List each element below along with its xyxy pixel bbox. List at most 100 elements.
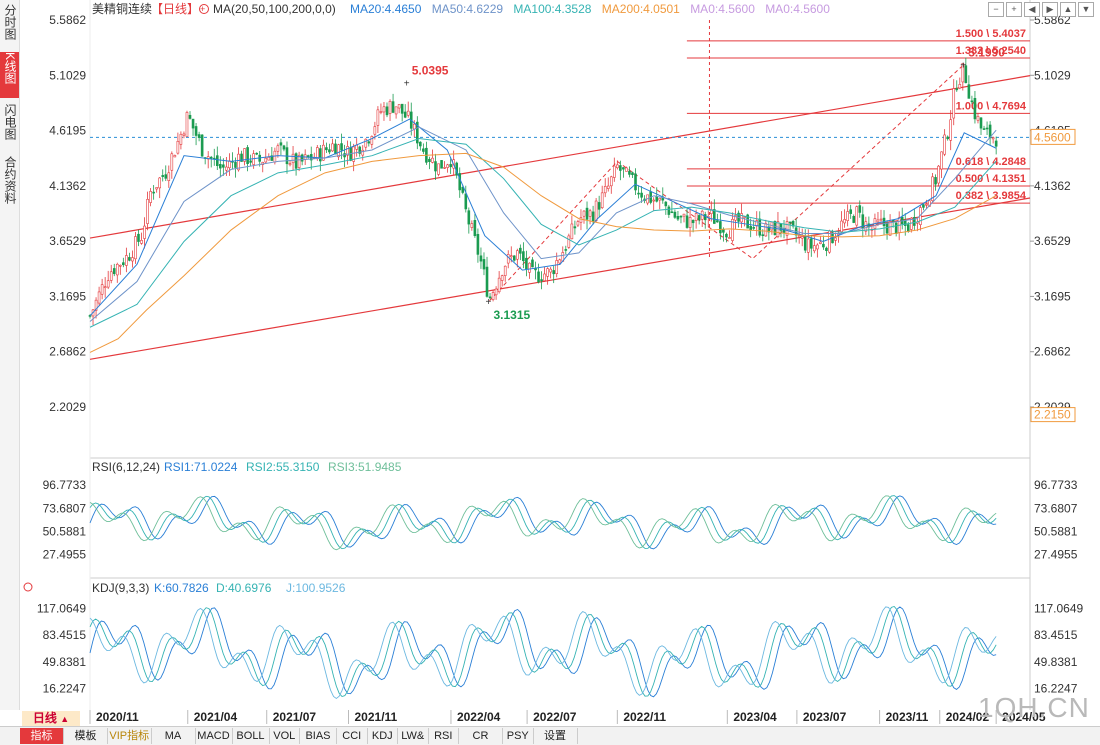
period-selector[interactable]: 日线 ▲ <box>22 711 80 726</box>
indicator-tab-2[interactable]: VIP指标 <box>108 728 152 744</box>
candle-body <box>622 167 625 170</box>
kdj-j-value: J:100.9526 <box>286 581 346 595</box>
indicator-tab-12[interactable]: CR <box>459 728 503 744</box>
candle-body <box>928 200 931 207</box>
extreme-label: 5.1990 <box>968 45 1005 59</box>
candle-body <box>846 211 849 221</box>
candle-body <box>576 221 580 226</box>
candle-body <box>764 223 768 237</box>
candle-body <box>970 100 974 103</box>
x-axis-label: 2021/07 <box>273 710 317 724</box>
candle-body <box>185 112 189 137</box>
left-tab-bar: 分时图 K线图 闪电图 合约资料 <box>0 0 20 710</box>
candle-body <box>328 149 331 153</box>
candle-body <box>240 153 243 162</box>
indicator-tab-13[interactable]: PSY <box>503 728 534 744</box>
kdj-tick-left: 83.4515 <box>43 628 87 642</box>
candle-body <box>964 65 968 84</box>
tab-flash-chart[interactable]: 闪电图 <box>3 104 17 140</box>
candle-body <box>809 238 813 249</box>
indicator-tab-14[interactable]: 设置 <box>534 728 578 744</box>
candle-body <box>858 205 862 213</box>
candle-body <box>470 223 474 228</box>
candle-body <box>112 268 116 275</box>
candle-body <box>767 226 771 233</box>
kdj-label: KDJ(9,3,3) <box>92 581 149 595</box>
indicator-tab-9[interactable]: KDJ <box>368 728 398 744</box>
channel-lower-line <box>89 197 1031 360</box>
candle-body <box>519 247 522 254</box>
kline-chart[interactable]: 美精铜连续【日线】 + MA(20,50,100,200,0,0) MA20:4.46… <box>0 0 1100 726</box>
candle-body <box>609 176 613 187</box>
tab-timeshare[interactable]: 分时图 <box>3 4 17 40</box>
indicator-tab-0[interactable]: 指标 <box>20 728 64 744</box>
candle-body <box>467 210 471 225</box>
candle-body <box>746 214 749 229</box>
indicator-tab-8[interactable]: CCI <box>337 728 368 744</box>
kdj-line-0 <box>89 606 997 698</box>
x-axis-label: 2024/05 <box>1002 710 1046 724</box>
scroll-down-button[interactable]: ▼ <box>1078 2 1094 17</box>
tab-contract-info[interactable]: 合约资料 <box>3 156 17 204</box>
candle-body <box>600 192 604 209</box>
indicator-tab-10[interactable]: LW& <box>398 728 429 744</box>
price-tick-left: 3.1695 <box>49 289 86 303</box>
price-tick-right: 3.1695 <box>1034 289 1071 303</box>
indicator-tab-7[interactable]: BIAS <box>300 728 337 744</box>
candle-body <box>155 187 158 190</box>
candle-body <box>913 217 916 226</box>
header-ma-value: MA200:4.0501 <box>602 2 680 16</box>
rsi-tick-left: 50.5881 <box>43 524 87 538</box>
candle-body <box>246 147 249 164</box>
zoom-in-button[interactable]: + <box>1006 2 1022 17</box>
candle-body <box>973 97 977 120</box>
candle-body <box>394 106 398 115</box>
candle-body <box>94 299 98 311</box>
zoom-out-button[interactable]: − <box>988 2 1004 17</box>
candle-body <box>731 218 734 241</box>
indicator-tab-6[interactable]: VOL <box>270 728 300 744</box>
price-tick-left: 3.6529 <box>49 234 86 248</box>
candle-body <box>249 160 252 163</box>
candle-body <box>500 275 504 281</box>
tab-kline[interactable]: K线图 <box>0 52 19 98</box>
candle-body <box>910 217 913 230</box>
candle-body <box>325 147 328 151</box>
candle-body <box>125 255 128 266</box>
candle-body <box>479 255 483 262</box>
price-tick-left: 5.5862 <box>49 13 86 27</box>
candle-body <box>849 209 852 214</box>
candle-body <box>819 241 822 244</box>
scroll-up-button[interactable]: ▲ <box>1060 2 1076 17</box>
candle-body <box>579 217 583 223</box>
candle-body <box>664 201 668 207</box>
x-axis-label: 2023/04 <box>733 710 777 724</box>
scroll-right-button[interactable]: ▶ <box>1042 2 1058 17</box>
scroll-left-button[interactable]: ◀ <box>1024 2 1040 17</box>
indicator-tab-1[interactable]: 模板 <box>64 728 108 744</box>
candle-body <box>300 154 304 162</box>
candle-body <box>788 221 792 224</box>
candle-body <box>416 121 419 144</box>
fib-level-label: 0.382 \ 3.9854 <box>956 190 1027 202</box>
candle-body <box>840 220 843 233</box>
candle-body <box>861 214 865 229</box>
candle-body <box>234 162 237 168</box>
candle-body <box>379 111 383 113</box>
indicator-tab-4[interactable]: MACD <box>196 728 233 744</box>
candle-body <box>761 234 765 236</box>
candle-body <box>391 101 395 113</box>
candle-body <box>543 273 546 282</box>
candle-body <box>397 104 401 109</box>
candle-body <box>852 215 856 223</box>
indicator-tab-5[interactable]: BOLL <box>233 728 270 744</box>
candle-body <box>546 268 549 277</box>
candle-body <box>219 164 222 169</box>
candle-body <box>694 213 698 221</box>
candle-body <box>446 164 449 168</box>
candle-body <box>428 158 431 162</box>
indicator-tab-3[interactable]: MA <box>152 728 196 744</box>
candle-body <box>334 143 337 155</box>
candle-body <box>537 271 540 283</box>
indicator-tab-11[interactable]: RSI <box>429 728 459 744</box>
